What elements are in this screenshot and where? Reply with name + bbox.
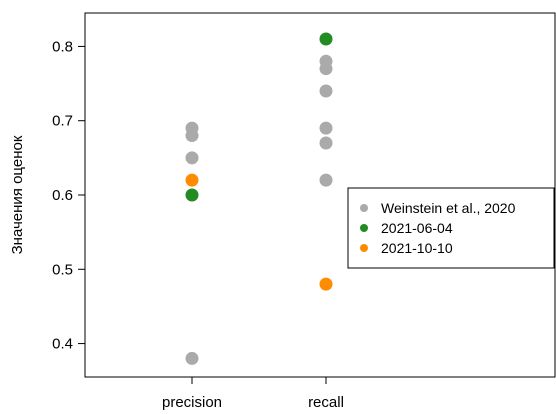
y-tick-label: 0.7 [52, 113, 73, 130]
data-point [319, 84, 333, 98]
legend-label: 2021-06-04 [381, 220, 453, 236]
data-point [185, 188, 199, 202]
y-axis: 0.4 0.5 0.6 0.7 0.8 [52, 38, 85, 353]
data-point [319, 62, 333, 76]
data-points [185, 32, 333, 365]
data-point [319, 32, 333, 46]
data-point [319, 121, 333, 135]
data-point [185, 351, 199, 365]
legend-marker [360, 224, 368, 232]
data-point [185, 173, 199, 187]
x-axis: precision recall [162, 377, 344, 411]
data-point [185, 151, 199, 165]
legend-label: Weinstein et al., 2020 [381, 200, 516, 216]
y-tick-label: 0.5 [52, 261, 73, 278]
y-tick-label: 0.6 [52, 187, 73, 204]
y-tick-label: 0.4 [52, 336, 73, 353]
legend-marker [360, 204, 368, 212]
y-axis-title: Значения оценок [9, 135, 26, 254]
legend: Weinstein et al., 2020 2021-06-04 2021-10-… [347, 187, 555, 269]
x-tick-label: precision [162, 394, 222, 411]
legend-marker [360, 244, 368, 252]
data-point [185, 129, 199, 143]
legend-label: 2021-10-10 [381, 240, 453, 256]
data-point [319, 136, 333, 150]
data-point [319, 173, 333, 187]
legend-box [347, 187, 555, 269]
y-tick-label: 0.8 [52, 38, 73, 55]
x-tick-label: recall [308, 394, 344, 411]
data-point [319, 277, 333, 291]
